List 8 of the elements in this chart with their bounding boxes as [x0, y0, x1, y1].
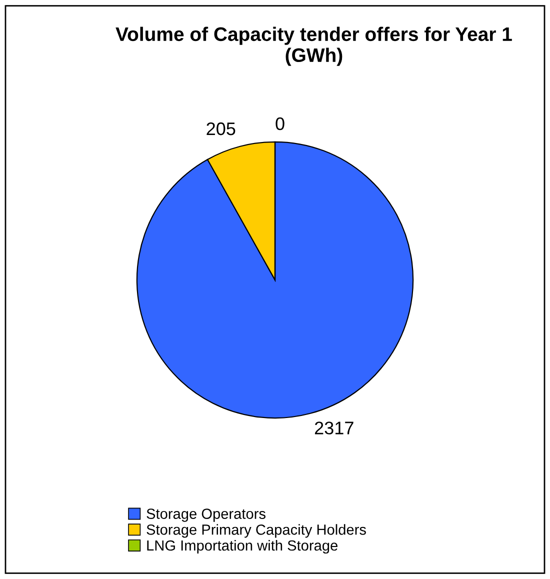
legend-label: Storage Operators	[146, 508, 266, 522]
data-label: 205	[206, 122, 236, 136]
pie-slice	[136, 141, 414, 419]
data-label: 2317	[314, 422, 354, 434]
legend-label: LNG Importation with Storage	[147, 540, 338, 554]
text: 0	[276, 117, 284, 130]
chart-title: Volume of Capacity tender offers for Year 1 (GWh)	[116, 26, 512, 66]
legend-label: Storage Primary Capacity Holders	[146, 524, 366, 538]
